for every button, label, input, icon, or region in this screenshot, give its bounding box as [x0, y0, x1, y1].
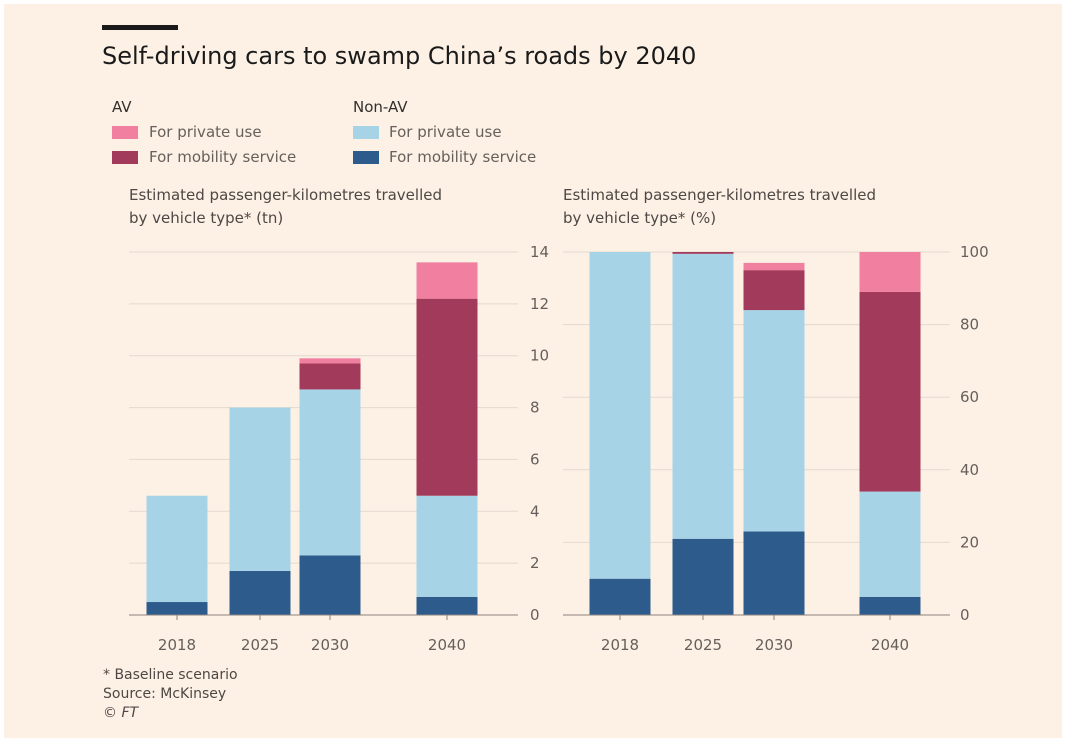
right-chart-subtitle: Estimated passenger-kilometres travelled…: [563, 184, 876, 230]
chart-subtitle-line: Estimated passenger-kilometres travelled: [563, 186, 876, 204]
y-tick-label: 60: [960, 388, 979, 406]
y-tick-label: 2: [530, 554, 540, 572]
bar-segment-nonav-private: [859, 491, 921, 597]
bar-segment-nonav-private: [299, 389, 361, 556]
legend-heading-av: AV: [112, 98, 132, 116]
source-note: Source: McKinsey: [103, 686, 227, 702]
bar-segment-nonav-mobility: [743, 531, 805, 615]
legend-label-av-mobility: For mobility service: [149, 148, 297, 166]
legend-swatch-nonav-mobility: [353, 151, 379, 164]
legend-heading-nonav: Non-AV: [353, 98, 408, 116]
bar-segment-av-private: [299, 358, 361, 364]
x-tick-label: 2030: [755, 636, 793, 654]
left-chart-subtitle: Estimated passenger-kilometres travelled…: [129, 184, 442, 230]
bar-segment-nonav-mobility: [589, 578, 651, 615]
bar-segment-nonav-mobility: [146, 602, 208, 615]
y-tick-label: 0: [530, 606, 540, 624]
y-tick-label: 20: [960, 533, 979, 551]
bar-segment-av-mobility: [299, 363, 361, 390]
legend-swatch-av-mobility: [112, 151, 138, 164]
bar-segment-nonav-private: [672, 253, 734, 539]
bar-segment-nonav-mobility: [416, 596, 478, 615]
y-tick-label: 80: [960, 316, 979, 334]
bar-segment-nonav-private: [743, 310, 805, 532]
legend-label-av-private: For private use: [149, 123, 262, 141]
footnote: * Baseline scenario: [103, 667, 238, 683]
bar-segment-av-private: [416, 262, 478, 299]
chart-subtitle-line: Estimated passenger-kilometres travelled: [129, 186, 442, 204]
legend-swatch-av-private: [112, 126, 138, 139]
y-tick-label: 4: [530, 502, 540, 520]
x-tick-label: 2040: [871, 636, 909, 654]
bar-segment-nonav-private: [589, 252, 651, 579]
y-tick-label: 6: [530, 450, 540, 468]
y-tick-label: 0: [960, 606, 970, 624]
y-tick-label: 14: [530, 243, 549, 261]
bar-segment-av-mobility: [416, 298, 478, 496]
x-tick-label: 2018: [601, 636, 639, 654]
y-tick-label: 10: [530, 347, 549, 365]
legend-label-nonav-private: For private use: [389, 123, 502, 141]
chart-subtitle-line: by vehicle type* (tn): [129, 209, 284, 227]
bar-segment-av-mobility: [672, 252, 734, 254]
x-tick-label: 2040: [428, 636, 466, 654]
x-tick-label: 2025: [241, 636, 279, 654]
legend-swatch-nonav-private: [353, 126, 379, 139]
bar-segment-av-mobility: [859, 291, 921, 492]
chart-title: Self-driving cars to swamp China’s roads…: [102, 42, 697, 70]
chart-subtitle-line: by vehicle type* (%): [563, 209, 717, 227]
bar-segment-nonav-private: [416, 495, 478, 597]
y-tick-label: 40: [960, 461, 979, 479]
y-tick-label: 12: [530, 295, 549, 313]
title-rule: [102, 25, 178, 30]
bar-segment-nonav-mobility: [672, 538, 734, 615]
bar-segment-av-private: [859, 252, 921, 292]
legend-label-nonav-mobility: For mobility service: [389, 148, 537, 166]
bar-segment-nonav-mobility: [299, 555, 361, 615]
bar-segment-av-mobility: [743, 270, 805, 311]
bar-segment-av-private: [743, 262, 805, 271]
bar-segment-nonav-private: [146, 495, 208, 603]
y-tick-label: 8: [530, 399, 540, 417]
bar-segment-nonav-mobility: [859, 596, 921, 615]
y-tick-label: 100: [960, 243, 989, 261]
x-tick-label: 2018: [158, 636, 196, 654]
copyright-note: © FT: [103, 705, 139, 721]
x-tick-label: 2025: [684, 636, 722, 654]
bar-segment-nonav-mobility: [229, 570, 291, 615]
x-tick-label: 2030: [311, 636, 349, 654]
bar-segment-nonav-private: [229, 407, 291, 571]
